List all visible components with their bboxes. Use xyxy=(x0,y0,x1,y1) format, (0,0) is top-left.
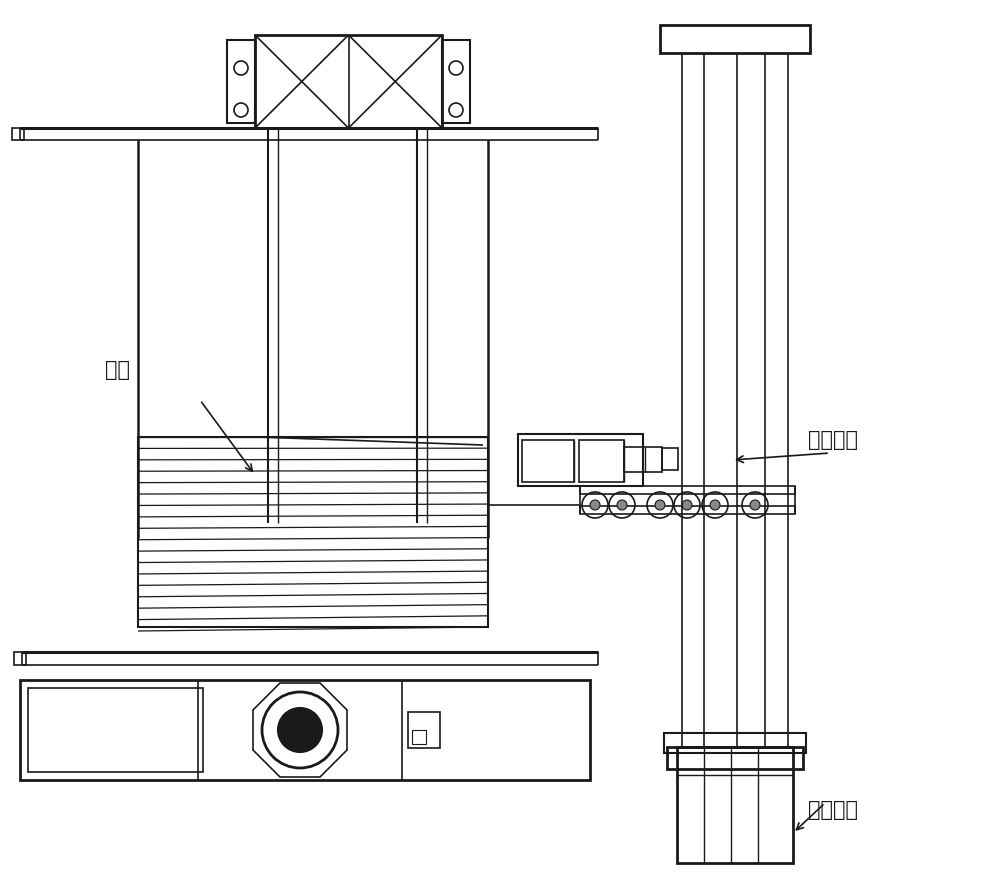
Bar xyxy=(408,712,440,748)
Text: 缆绳: 缆绳 xyxy=(105,360,130,380)
Bar xyxy=(677,747,793,863)
Circle shape xyxy=(655,500,665,510)
Bar xyxy=(624,447,662,472)
Bar xyxy=(255,35,442,128)
Bar xyxy=(227,40,255,123)
Circle shape xyxy=(750,500,760,510)
Text: 排缆机构: 排缆机构 xyxy=(808,800,858,820)
Bar xyxy=(412,730,426,744)
Bar xyxy=(662,448,678,470)
Circle shape xyxy=(278,708,322,752)
Text: 测力机构: 测力机构 xyxy=(808,430,858,450)
Bar xyxy=(667,747,803,769)
Bar xyxy=(12,128,24,140)
Bar xyxy=(580,486,795,494)
Bar xyxy=(579,440,624,482)
Circle shape xyxy=(682,500,692,510)
Bar xyxy=(522,440,574,482)
Bar xyxy=(138,437,488,627)
Circle shape xyxy=(710,500,720,510)
Bar xyxy=(518,434,643,486)
Bar xyxy=(580,506,795,514)
Bar xyxy=(28,688,203,772)
Bar xyxy=(442,40,470,123)
Bar xyxy=(14,652,26,665)
Circle shape xyxy=(617,500,627,510)
Bar xyxy=(20,680,590,780)
Circle shape xyxy=(590,500,600,510)
Bar xyxy=(660,25,810,53)
Bar xyxy=(664,733,806,753)
